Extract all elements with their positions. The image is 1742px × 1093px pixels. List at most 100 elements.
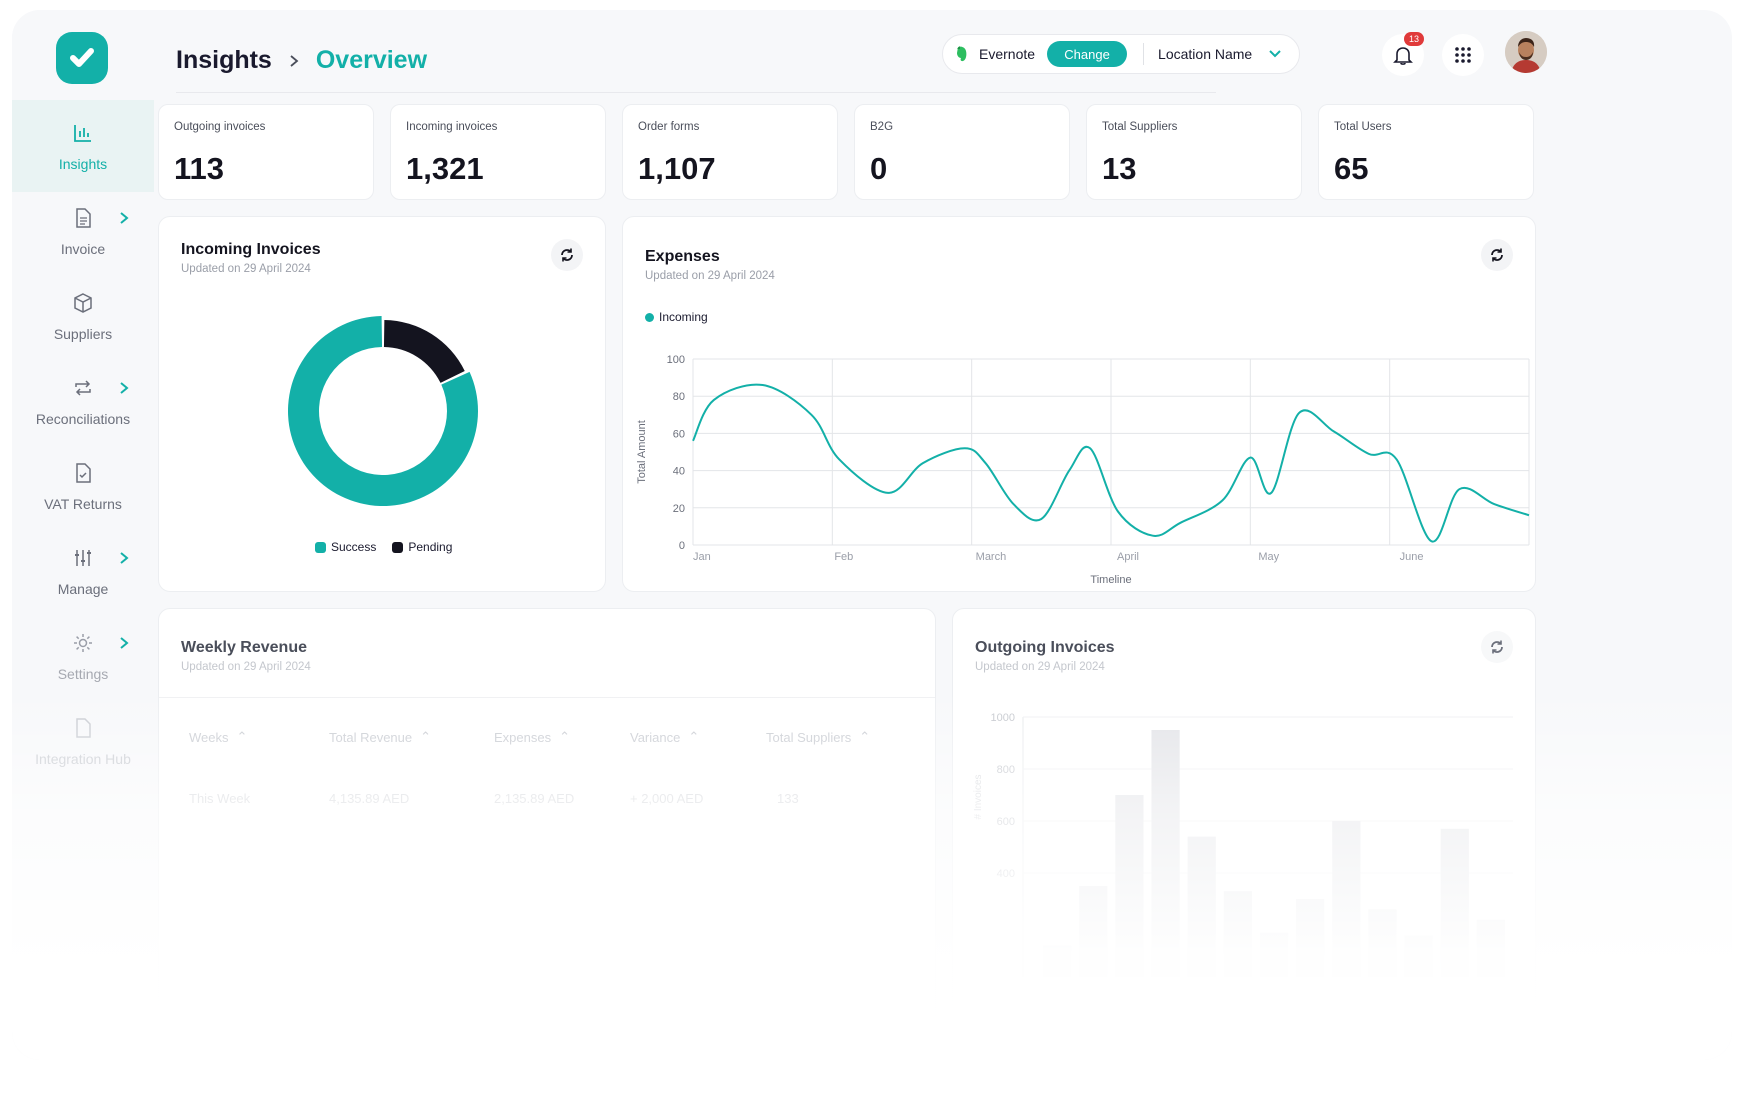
sidebar-item-invoice[interactable]: Invoice <box>12 185 154 277</box>
x-tick-label: March <box>976 551 1007 563</box>
page-title: Overview <box>315 46 428 74</box>
sidebar-item-reconciliations[interactable]: Reconciliations <box>12 355 154 447</box>
donut-chart <box>288 316 478 506</box>
sort-icon[interactable]: ⌃ <box>420 729 432 744</box>
grid-icon <box>1455 47 1471 63</box>
chevron-right-icon <box>288 54 300 68</box>
legend-label-success: Success <box>331 540 377 554</box>
app-window: Insights Invoice Suppliers Reconciliatio… <box>12 10 1732 1060</box>
bar <box>1115 795 1144 977</box>
sidebar-item-vat-returns[interactable]: VAT Returns <box>12 440 154 532</box>
chevron-right-icon[interactable] <box>118 381 130 400</box>
location-select[interactable]: Location Name <box>1158 46 1253 62</box>
breadcrumb-root[interactable]: Insights <box>176 46 272 74</box>
chevron-right-icon[interactable] <box>118 636 130 655</box>
stat-label: Total Suppliers <box>1102 121 1178 133</box>
sidebar-item-manage[interactable]: Manage <box>12 525 154 617</box>
column-label: Total Revenue <box>329 729 413 745</box>
bar <box>1187 836 1216 977</box>
connected-app-selector: Evernote Change Location Name <box>942 34 1300 74</box>
check-logo-icon <box>70 48 94 67</box>
x-tick-label: Feb <box>834 551 853 563</box>
incoming-invoices-panel: Incoming Invoices Updated on 29 April 20… <box>158 216 606 592</box>
header: Insights Overview Evernote Change Locati… <box>172 10 1732 102</box>
panel-updated: Updated on 29 April 2024 <box>181 661 311 673</box>
sort-icon[interactable]: ⌃ <box>688 729 700 744</box>
refresh-button[interactable] <box>1481 239 1513 271</box>
legend-swatch-incoming <box>645 312 654 322</box>
stat-label: Incoming invoices <box>406 121 498 133</box>
y-tick-label: 1000 <box>991 712 1015 724</box>
avatar[interactable] <box>1505 31 1547 73</box>
bar <box>1368 909 1397 977</box>
y-tick-label: 40 <box>673 466 685 478</box>
bar <box>1476 919 1506 977</box>
notifications-button[interactable]: 13 <box>1382 32 1424 76</box>
y-tick-label: 600 <box>997 816 1015 828</box>
sidebar-item-settings[interactable]: Settings <box>12 610 154 702</box>
user-avatar-icon <box>1505 31 1547 73</box>
brand-logo[interactable] <box>56 32 108 84</box>
column-label: Weeks <box>189 729 229 745</box>
stat-card-order-forms[interactable]: Order forms 1,107 <box>622 104 838 200</box>
x-axis-label: Timeline <box>1090 574 1131 586</box>
stat-card-total-users[interactable]: Total Users 65 <box>1318 104 1534 200</box>
stat-card-incoming-invoices[interactable]: Incoming invoices 1,321 <box>390 104 606 200</box>
table-cell: 133 <box>777 791 799 806</box>
panel-title: Incoming Invoices <box>181 241 321 258</box>
refresh-icon <box>1491 248 1503 262</box>
column-header-total-revenue[interactable]: Total Revenue ⌃ <box>329 729 431 745</box>
weekly-revenue-panel: Weekly Revenue Updated on 29 April 2024 … <box>158 608 936 1038</box>
header-divider <box>176 92 1216 93</box>
sliders-icon <box>70 545 96 571</box>
notification-badge: 13 <box>1404 32 1424 46</box>
stat-label: B2G <box>870 121 894 133</box>
column-header-expenses[interactable]: Expenses ⌃ <box>494 729 570 745</box>
sidebar-item-label: Suppliers <box>53 326 113 342</box>
y-tick-label: 400 <box>997 868 1015 880</box>
plug-icon <box>70 715 96 741</box>
x-tick-label: April <box>1117 551 1139 563</box>
change-button[interactable]: Change <box>1047 41 1128 67</box>
column-header-variance[interactable]: Variance ⌃ <box>630 729 699 745</box>
sort-icon[interactable]: ⌃ <box>236 729 248 744</box>
stat-value: 1,107 <box>638 151 716 186</box>
repeat-icon <box>70 375 96 401</box>
chevron-right-icon[interactable] <box>118 551 130 570</box>
sidebar-item-integration-hub[interactable]: Integration Hub <box>12 695 154 787</box>
bar <box>1440 828 1469 977</box>
column-header-total-suppliers[interactable]: Total Suppliers ⌃ <box>766 729 870 745</box>
gear-icon <box>70 630 96 656</box>
y-tick-label: 20 <box>673 503 685 515</box>
refresh-button[interactable] <box>551 239 583 271</box>
sidebar-item-label: Insights <box>58 156 108 172</box>
bar <box>1079 886 1108 977</box>
legend-swatch-pending <box>392 541 404 553</box>
chevron-right-icon[interactable] <box>118 211 130 230</box>
sort-icon[interactable]: ⌃ <box>859 729 871 744</box>
panel-updated: Updated on 29 April 2024 <box>181 263 311 275</box>
refresh-button[interactable] <box>1481 631 1513 663</box>
chevron-down-icon[interactable] <box>1268 49 1282 59</box>
legend-swatch-success <box>315 541 326 553</box>
y-axis-label: Total Amount <box>636 420 648 484</box>
sidebar-item-suppliers[interactable]: Suppliers <box>12 270 154 362</box>
stat-value: 1,321 <box>406 151 484 186</box>
line-chart: 0 20 40 60 80 100 Jan Feb March April May June Timel… <box>636 354 1530 586</box>
sidebar-item-insights[interactable]: Insights <box>12 100 154 192</box>
donut-slice-success <box>288 316 478 506</box>
sort-icon[interactable]: ⌃ <box>559 729 570 744</box>
y-tick-label: 0 <box>679 540 685 552</box>
stat-card-outgoing-invoices[interactable]: Outgoing invoices 113 <box>158 104 374 200</box>
bar-chart-icon <box>70 120 96 146</box>
bar <box>1151 730 1180 977</box>
x-tick-label: Jan <box>693 551 711 563</box>
stat-card-b2g[interactable]: B2G 0 <box>854 104 1070 200</box>
apps-grid-button[interactable] <box>1442 34 1484 76</box>
legend-label-incoming: Incoming <box>659 310 708 324</box>
bar <box>1296 899 1325 977</box>
sidebar-item-label: Manage <box>57 581 109 597</box>
column-label: Variance <box>630 729 681 745</box>
stat-card-total-suppliers[interactable]: Total Suppliers 13 <box>1086 104 1302 200</box>
column-header-weeks[interactable]: Weeks ⌃ <box>189 729 247 745</box>
